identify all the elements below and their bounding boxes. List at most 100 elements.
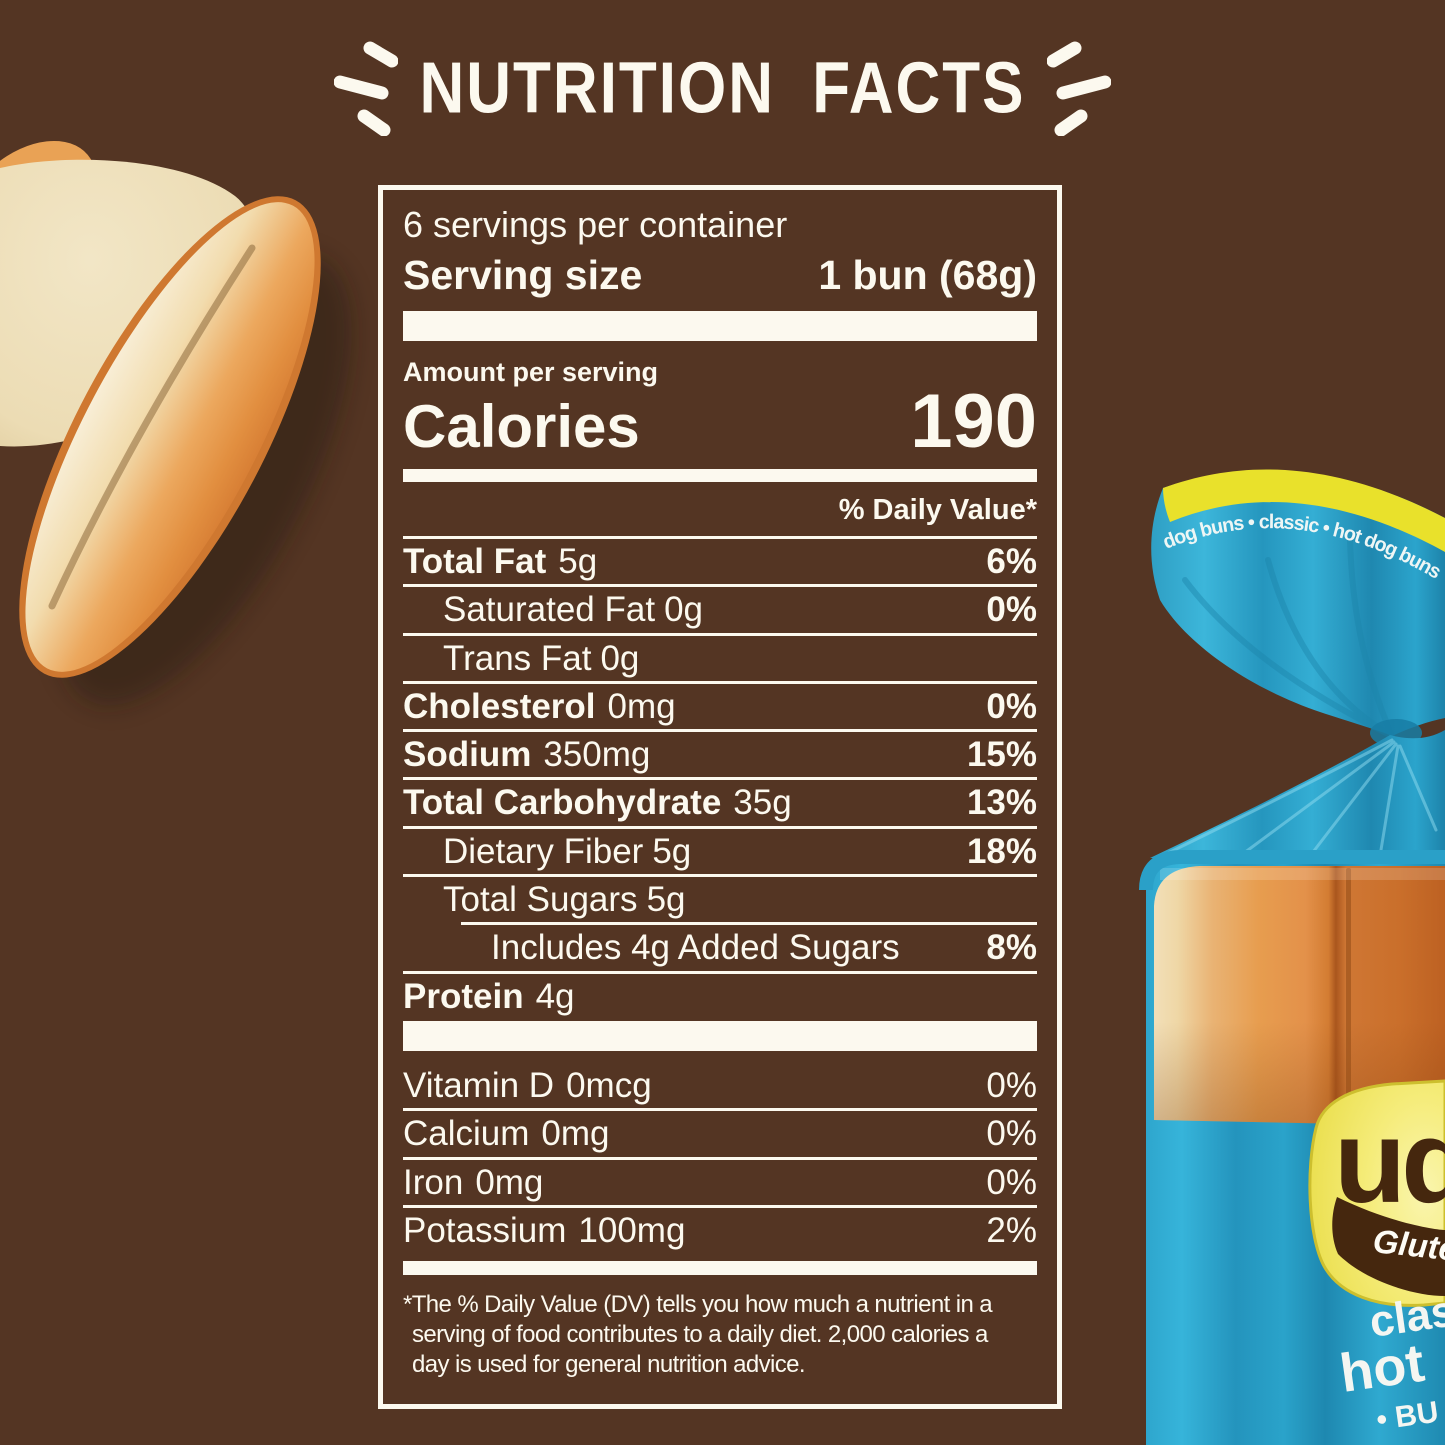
bun-roll: [25, 202, 315, 672]
bag-bun-window-shade: [1154, 866, 1445, 1126]
nutrient-name: Includes 4g Added Sugars: [491, 928, 900, 968]
nutrient-amount: 4g: [535, 976, 575, 1016]
nutrient-row-added-sugars: Includes 4g Added Sugars 8%: [403, 925, 1037, 970]
nutrient-row-total-carbohydrate: Total Carbohydrate 35g 13%: [403, 780, 1037, 825]
nutrient-row-trans-fat: Trans Fat 0g: [403, 636, 1037, 681]
divider: [403, 1108, 1037, 1112]
divider: [403, 632, 1037, 636]
divider: [403, 777, 1037, 781]
daily-value-header: % Daily Value*: [838, 494, 1037, 526]
nutrient-amount: 350mg: [543, 735, 651, 775]
nutrient-dv: 0%: [986, 1114, 1037, 1154]
daily-value-footnote: *The % Daily Value (DV) tells you how mu…: [403, 1281, 1037, 1380]
divider: [403, 1204, 1037, 1208]
micronutrient-row-vitamin-d: Vitamin D 0mcg 0%: [403, 1063, 1037, 1108]
bag-fan-creases: [1182, 537, 1395, 739]
nutrient-amount: 35g: [733, 783, 792, 823]
bun-crease: [48, 244, 256, 610]
nutrient-dv: 0%: [986, 1162, 1037, 1202]
nutrient-amount: 0mg: [541, 1114, 610, 1154]
nutrient-dv: 8%: [986, 928, 1037, 968]
nutrient-name: Iron: [403, 1162, 464, 1202]
nutrient-row-sodium: Sodium 350mg 15%: [403, 732, 1037, 777]
bag-skirt-creases: [1160, 738, 1438, 858]
separator-bar-thick: [403, 1020, 1037, 1051]
nutrient-amount: 0mcg: [566, 1065, 652, 1105]
calories-label: Calories: [403, 393, 640, 460]
nutrient-row-cholesterol: Cholesterol 0mg 0%: [403, 684, 1037, 729]
nutrient-amount: 5g: [646, 880, 686, 920]
nutrient-dv: 2%: [986, 1210, 1037, 1250]
amount-per-serving-label: Amount per serving: [403, 357, 659, 387]
serving-size-value: 1 bun (68g): [818, 252, 1037, 298]
micronutrient-row-iron: Iron 0mg 0%: [403, 1160, 1037, 1205]
footnote-line: day is used for general nutrition advice…: [412, 1351, 806, 1379]
bag-body-top-edge: [1139, 850, 1445, 891]
nutrient-name: Trans Fat: [443, 638, 592, 678]
bag-bun-seam: [1346, 868, 1351, 1122]
nutrient-dv: 0%: [986, 590, 1037, 630]
divider: [403, 825, 1037, 829]
nutrient-amount: 0mg: [607, 686, 676, 726]
page-title: NUTRITION FACTS: [419, 47, 1026, 129]
servings-per-container: 6 servings per container: [403, 204, 788, 245]
divider: [403, 729, 1037, 733]
brand-banner: [1332, 1197, 1445, 1296]
divider: [403, 584, 1037, 588]
nutrient-row-dietary-fiber: Dietary Fiber 5g 18%: [403, 829, 1037, 874]
nutrient-row-total-sugars: Total Sugars 5g: [403, 877, 1037, 922]
divider: [403, 680, 1037, 684]
nutrient-amount: 5g: [652, 831, 692, 871]
nutrient-name: Protein: [403, 976, 524, 1016]
nutrient-name: Calcium: [403, 1114, 530, 1154]
nutrient-amount: 5g: [558, 542, 598, 581]
divider-indented: [461, 922, 1037, 926]
nutrient-name: Cholesterol: [403, 686, 596, 726]
separator-bar-medium: [403, 469, 1037, 482]
hot-dog-bun-photo: [0, 140, 352, 706]
nutrient-row-saturated-fat: Saturated Fat 0g 0%: [403, 587, 1037, 632]
nutrient-dv: 0%: [986, 1065, 1037, 1105]
nutrient-name: Dietary Fiber: [443, 831, 644, 871]
nutrient-amount: 100mg: [578, 1210, 686, 1250]
package-photo: dog buns • classic • hot dog buns ud Glu…: [1139, 469, 1445, 1445]
bag-yellow-band: [1163, 469, 1445, 552]
nutrient-amount: 0g: [664, 590, 704, 630]
footnote-line: serving of food contributes to a daily d…: [412, 1321, 988, 1349]
serving-size-label: Serving size: [403, 252, 643, 298]
nutrient-row-protein: Protein 4g: [403, 974, 1037, 1019]
nutrient-name: Sodium: [403, 735, 532, 775]
nutrient-dv: 0%: [986, 686, 1037, 726]
nutrient-dv: 18%: [966, 831, 1037, 871]
divider: [403, 536, 1037, 539]
nutrient-name: Vitamin D: [403, 1065, 555, 1105]
bag-window-highlight: [1160, 868, 1445, 880]
nutrient-name: Total Carbohydrate: [403, 783, 722, 823]
nutrient-dv: 13%: [966, 783, 1037, 823]
divider: [403, 874, 1037, 878]
nutrient-amount: 0mg: [475, 1162, 544, 1202]
title-burst-left-icon: [333, 41, 398, 136]
nutrient-name: Total Sugars: [443, 880, 638, 920]
nutrient-row-total-fat: Total Fat 5g 6%: [403, 539, 1037, 584]
nutrient-name: Saturated Fat: [443, 590, 656, 630]
micronutrient-row-calcium: Calcium 0mg 0%: [403, 1111, 1037, 1156]
page-title-row: NUTRITION FACTS: [0, 40, 1445, 136]
nutrient-name: Potassium: [403, 1210, 567, 1250]
nutrient-name: Total Fat: [403, 542, 547, 581]
nutrient-dv: 6%: [986, 542, 1037, 581]
package-bottom-line-1: clas: [1367, 1286, 1445, 1346]
micronutrient-row-potassium: Potassium 100mg 2%: [403, 1208, 1037, 1253]
nutrition-facts-label: 6 servings per container Serving size 1 …: [378, 185, 1062, 1409]
nutrient-amount: 0g: [600, 638, 640, 678]
footnote-line: *The % Daily Value (DV) tells you how mu…: [403, 1291, 993, 1319]
separator-bar-medium: [403, 1261, 1037, 1276]
nutrient-dv: 15%: [966, 735, 1037, 775]
bag-top-fan: [1151, 470, 1445, 736]
serving-size-row: Serving size 1 bun (68g): [403, 248, 1037, 309]
package-bottom-line-2: hot: [1336, 1333, 1428, 1404]
divider: [403, 970, 1037, 974]
divider: [403, 1156, 1037, 1160]
